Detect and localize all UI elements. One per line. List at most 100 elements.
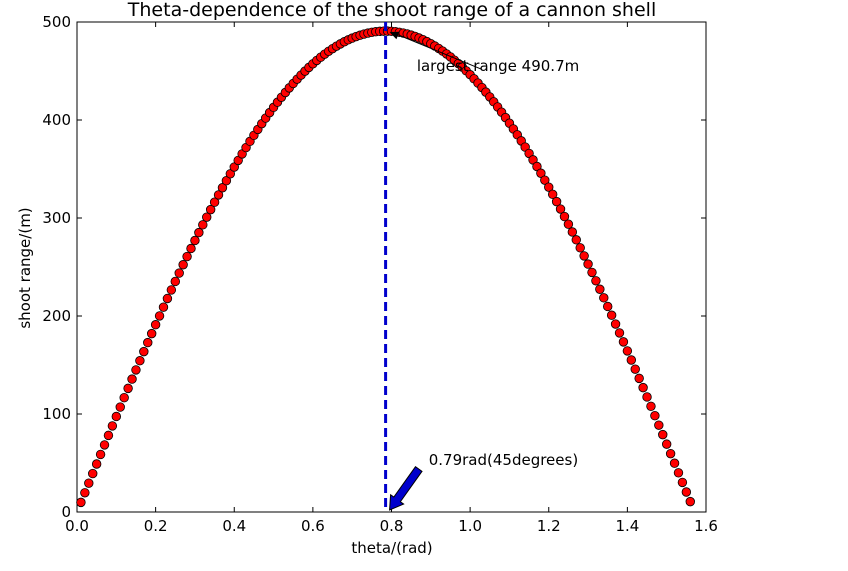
data-point [119,392,129,403]
data-point [190,235,200,246]
data-point [630,364,640,374]
x-tick-label: 0.0 [65,517,89,535]
data-point [540,175,550,185]
x-tick-label: 1.6 [694,517,718,535]
data-point [166,285,177,295]
data-point [139,346,149,357]
data-point [174,268,184,278]
annotation-45-degrees: 0.79rad(45degrees) [429,451,578,469]
data-point [606,310,617,320]
data-point [107,421,118,431]
data-point [547,189,558,200]
data-point [198,220,208,230]
data-point [575,243,585,253]
data-point [131,365,141,375]
annotation-fat-arrow [389,465,423,511]
data-point [217,183,228,193]
data-point [536,168,546,178]
data-point [603,301,613,312]
x-tick-label: 0.6 [301,517,325,535]
annotation-arrow-line [391,31,482,70]
y-axis-title: shoot range/(m) [16,207,34,328]
data-point [143,337,153,348]
data-point [610,319,621,329]
data-point [559,211,570,222]
data-point [583,259,593,269]
data-point [673,468,684,478]
annotation-arrow-head [389,31,400,40]
y-tick-label: 400 [42,111,71,129]
data-point [170,276,180,287]
data-point [158,302,169,312]
data-point [202,212,212,222]
data-point [205,204,216,215]
data-point [555,204,566,214]
data-point [665,448,676,459]
data-point [622,346,633,356]
data-point [654,420,664,430]
plot-area: 0.0 0.2 0.4 0.6 0.8 1.0 1.2 1.4 1.6 0 100 200 300 400… [42,13,718,535]
data-point [99,440,110,450]
data-point [563,219,574,229]
data-point [599,293,609,303]
data-point [677,477,688,488]
x-tick-label: 1.2 [537,517,561,535]
data-point [544,182,554,192]
x-tick-label: 1.4 [615,517,639,535]
data-point [127,374,137,384]
data-point [579,251,589,261]
data-point [626,355,637,365]
data-point [638,382,648,393]
data-point [571,235,581,245]
data-point [76,497,86,508]
data-point [111,411,122,422]
data-point [567,227,578,237]
data-point [186,243,196,254]
x-tick-label: 0.4 [222,517,246,535]
data-point [88,468,98,479]
data-point [634,373,644,384]
data-point [91,459,102,469]
x-tick-label: 1.0 [458,517,482,535]
data-point [221,176,232,186]
data-point [618,337,629,347]
data-point [642,392,652,402]
data-point [194,227,204,238]
y-tick-label: 100 [42,405,71,423]
data-point [681,487,692,497]
data-point [103,430,114,441]
data-point [658,429,668,440]
data-point [154,311,165,321]
data-point [95,449,106,460]
annotation-largest-range: largest range 490.7m [417,57,579,75]
data-point [146,328,157,339]
data-point [213,190,224,200]
chart-title: Theta-dependence of the shoot range of a… [127,0,656,21]
data-point [591,276,601,286]
data-point [182,251,192,262]
data-point [115,402,125,412]
y-tick-label: 200 [42,307,71,325]
data-point [80,488,90,498]
data-point [209,197,220,207]
data-point [669,458,680,468]
x-tick-label: 0.2 [144,517,168,535]
data-point [178,260,188,270]
y-tick-label: 300 [42,209,71,227]
data-point [135,356,145,366]
x-axis-title: theta/(rad) [351,539,432,557]
data-point [614,328,625,338]
y-tick-label: 500 [42,13,71,31]
data-point [123,383,133,394]
plot-frame [76,21,707,513]
data-point [595,284,605,294]
x-tick-label: 0.8 [380,517,404,535]
data-point [661,439,672,449]
data-point [650,411,660,421]
y-tick-label: 0 [61,503,71,521]
data-point [162,293,173,304]
data-point [551,196,562,207]
data-point [84,478,94,488]
data-point [150,320,161,330]
